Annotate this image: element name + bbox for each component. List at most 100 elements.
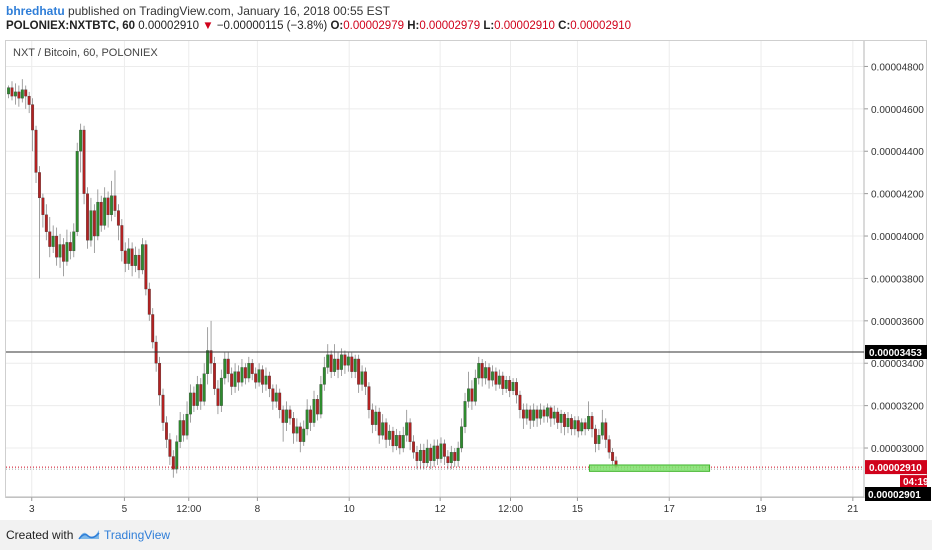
candle-body [92, 210, 96, 237]
y-tick-label: 0.00004400 [871, 147, 924, 158]
y-tick-label: 0.00003800 [871, 274, 924, 285]
candle-body [566, 418, 570, 427]
candle-body [484, 367, 488, 379]
candle-body [401, 435, 405, 449]
countdown-badge [900, 475, 927, 489]
candle-body [295, 426, 299, 434]
candle-body [302, 428, 306, 442]
candle-body [298, 426, 302, 442]
candle-body [99, 201, 103, 226]
candle-body [545, 407, 549, 417]
candle-body [439, 443, 443, 459]
candle-body [394, 435, 398, 447]
candle-body [364, 371, 367, 387]
candle-body [480, 363, 484, 379]
candle-body [120, 225, 124, 252]
candle-body [110, 195, 113, 215]
tradingview-link[interactable]: TradingView [104, 528, 171, 542]
candle-body [58, 244, 62, 258]
candle-body [199, 384, 203, 402]
candle-body [14, 91, 17, 97]
candle-body [305, 409, 309, 430]
candle-body [340, 354, 343, 370]
candle-body [34, 129, 38, 173]
y-tick-label: 0.00004000 [871, 232, 924, 243]
candle-body [206, 350, 210, 374]
candle-body [123, 250, 127, 264]
candle-body [240, 367, 244, 383]
candle-body [271, 388, 275, 402]
published-info: published on TradingView.com, January 16… [68, 4, 391, 18]
candle-body [590, 416, 594, 430]
candle-body [137, 254, 141, 271]
candle-body [532, 409, 536, 421]
price-change: −0.00000115 (−3.8%) [216, 20, 328, 32]
candle-body [583, 422, 587, 430]
candle-body [237, 371, 240, 383]
candle-body [147, 288, 151, 315]
author-link[interactable]: bhredhatu [6, 4, 65, 18]
candle-body [213, 363, 216, 389]
candle-body [291, 418, 295, 434]
candle-body [209, 350, 213, 364]
candle-body [333, 358, 337, 372]
candle-body [247, 363, 251, 379]
candle-body [171, 456, 175, 470]
candle-body [556, 411, 560, 423]
x-tick-label: 12:00 [176, 504, 201, 515]
candle-body [607, 439, 611, 453]
candle-body [41, 197, 45, 215]
candle-body [175, 441, 179, 470]
last-price-label: 0.00002910 [869, 463, 922, 474]
candle-body [267, 375, 271, 389]
x-tick-label: 3 [29, 504, 35, 515]
candle-body [127, 248, 131, 264]
candle-body [20, 89, 24, 99]
candle-body [185, 413, 189, 436]
candle-body [312, 399, 316, 423]
candle-body [377, 411, 381, 436]
support-level-label: 0.00002901 [868, 490, 921, 501]
candle-body [154, 341, 158, 364]
open-value: 0.00002979 [343, 20, 404, 32]
candle-body [508, 380, 512, 391]
candle-body [216, 388, 220, 406]
candle-body [24, 89, 28, 97]
candle-body [254, 373, 258, 383]
candle-body [116, 210, 120, 226]
candle-body [573, 420, 577, 430]
x-tick-label: 12:00 [498, 504, 523, 515]
candle-body [151, 314, 155, 343]
candle-body [405, 422, 409, 436]
overlays: 0.00003453 0.00002910 04:19 0.00002901 [6, 344, 931, 501]
candle-body [511, 382, 515, 391]
close-value: 0.00002910 [570, 20, 632, 32]
candle-body [388, 430, 391, 440]
candle-body [285, 409, 289, 423]
candle-body [384, 422, 388, 440]
candle-body [226, 358, 230, 374]
candle-body [161, 394, 165, 423]
candle-body [27, 95, 31, 105]
countdown-label: 04:19 [903, 477, 929, 488]
candle-body [473, 377, 477, 402]
candle-body [539, 409, 542, 419]
candle-body [55, 235, 59, 258]
candle-body [113, 195, 117, 211]
y-tick-label: 0.00003000 [871, 444, 924, 455]
chart-title: NXT / Bitcoin, 60, POLONIEX [13, 47, 158, 59]
last-price-badge [865, 460, 927, 475]
candle-body [336, 358, 340, 370]
x-tick-label: 15 [572, 504, 584, 515]
candle-body [72, 231, 76, 252]
y-tick-label: 0.00004200 [871, 190, 924, 201]
support-zone [588, 464, 711, 472]
candle-body [504, 380, 508, 389]
candle-body [168, 439, 172, 457]
candle-body [189, 392, 192, 415]
candle-body [408, 422, 412, 442]
candle-body [494, 371, 498, 385]
candle-body [86, 193, 89, 241]
candle-body [391, 430, 395, 447]
